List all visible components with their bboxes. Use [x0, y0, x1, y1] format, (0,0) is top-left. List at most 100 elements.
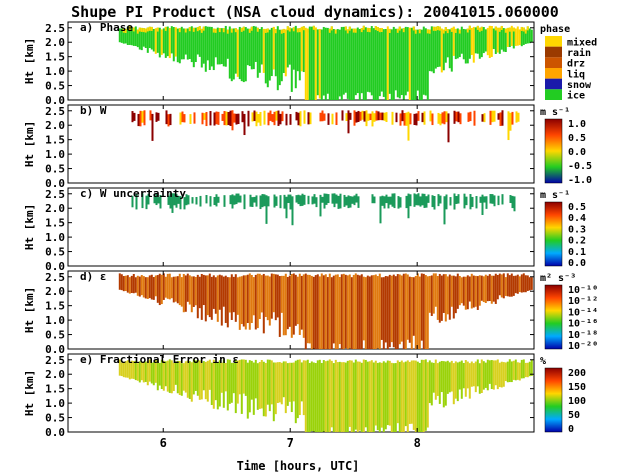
- cloud-column: [437, 194, 440, 207]
- cloud-column: [366, 361, 369, 432]
- cloud-column: [481, 114, 484, 122]
- mixed-phase-top: [518, 29, 521, 34]
- cloud-column: [169, 193, 172, 209]
- cloud-column: [157, 112, 160, 121]
- colorbar-label: 10⁻¹⁰: [568, 285, 598, 296]
- cloud-column: [496, 359, 499, 390]
- cloud-column: [413, 193, 416, 207]
- cloud-column: [424, 28, 427, 96]
- mixed-phase-top: [434, 26, 437, 31]
- colorbar: [544, 367, 563, 433]
- cloud-column: [490, 275, 493, 304]
- cloud-column: [151, 113, 154, 141]
- cloud-column: [279, 113, 282, 125]
- y-tick-label: 2.5: [45, 271, 65, 284]
- y-tick-label: 1.0: [45, 148, 65, 161]
- cloud-column: [288, 362, 291, 402]
- cloud-column: [237, 193, 240, 203]
- cloud-column: [320, 362, 323, 432]
- mixed-phase-top: [318, 28, 321, 33]
- cloud-column: [380, 362, 383, 428]
- cloud-column: [346, 360, 349, 432]
- cloud-column: [494, 26, 497, 54]
- cloud-column: [377, 111, 380, 121]
- cloud-column: [478, 275, 481, 306]
- mixed-phase-top: [388, 28, 391, 33]
- cloud-column: [260, 275, 263, 313]
- cloud-column: [188, 275, 191, 305]
- cloud-column: [428, 29, 431, 72]
- panel-title: a) Phase: [80, 21, 133, 34]
- cloud-column: [469, 194, 472, 210]
- cloud-column: [364, 277, 367, 349]
- cloud-column: [202, 274, 205, 306]
- cloud-column: [480, 275, 483, 301]
- cloud-column: [500, 361, 503, 388]
- cloud-column: [448, 362, 451, 393]
- y-tick-label: 1.5: [45, 383, 65, 396]
- cloud-column: [492, 28, 495, 50]
- cloud-column: [299, 195, 302, 207]
- y-tick-label: 2.0: [45, 202, 65, 215]
- cloud-column: [166, 273, 169, 299]
- cloud-column: [304, 360, 307, 432]
- cloud-column: [368, 361, 371, 432]
- cloud-column: [217, 111, 220, 125]
- cloud-column: [421, 112, 424, 123]
- cloud-column: [370, 360, 373, 432]
- mixed-phase-top: [522, 27, 525, 32]
- cloud-column: [444, 274, 447, 322]
- cloud-column: [324, 361, 327, 432]
- x-tick-label: 7: [287, 436, 294, 450]
- cloud-column: [235, 113, 238, 125]
- x-axis-label: Time [hours, UTC]: [237, 459, 360, 473]
- cloud-column: [510, 25, 513, 46]
- cloud-column: [339, 193, 342, 209]
- cloud-column: [215, 194, 218, 207]
- cloud-column: [430, 362, 433, 406]
- cloud-column: [146, 360, 149, 386]
- cloud-column: [328, 273, 331, 349]
- cloud-column: [425, 196, 428, 208]
- cloud-column: [439, 195, 442, 204]
- cloud-column: [131, 195, 134, 208]
- cloud-column: [307, 112, 310, 125]
- cloud-column: [225, 111, 228, 126]
- mixed-phase-top: [450, 27, 453, 32]
- mixed-phase-top: [286, 26, 289, 31]
- cloud-column: [406, 360, 409, 432]
- colorbar-label: -0.5: [568, 161, 592, 172]
- colorbar-label: 50: [568, 410, 580, 421]
- cloud-column: [154, 275, 157, 297]
- cloud-column: [189, 114, 192, 124]
- cloud-column: [246, 28, 249, 66]
- cloud-column: [438, 26, 441, 67]
- cloud-column: [267, 112, 270, 126]
- mixed-phase-top: [306, 28, 309, 33]
- cloud-column: [160, 359, 163, 389]
- mixed-phase-top: [354, 28, 357, 33]
- cloud-column: [421, 193, 424, 206]
- cloud-column: [302, 360, 305, 416]
- cloud-column: [246, 274, 249, 324]
- cloud-column: [432, 273, 435, 314]
- mixed-phase-top: [468, 25, 471, 30]
- cloud-column: [300, 275, 303, 330]
- colorbar-label: 0.2: [568, 236, 586, 247]
- cloud-column: [266, 275, 269, 321]
- cloud-column: [430, 275, 433, 316]
- cloud-column: [351, 196, 354, 204]
- mixed-phase-top: [378, 28, 381, 33]
- y-tick-label: 0.5: [45, 163, 65, 176]
- colorbar-label: 10⁻¹⁸: [568, 330, 598, 341]
- y-axis-label: Ht [km]: [23, 204, 36, 250]
- cloud-column: [348, 360, 351, 427]
- cloud-column: [310, 26, 313, 100]
- mixed-phase-top: [240, 27, 243, 32]
- cloud-column: [289, 194, 292, 210]
- cloud-column: [524, 362, 527, 378]
- mixed-phase-top: [264, 28, 267, 33]
- cloud-column: [234, 359, 237, 414]
- cloud-column: [233, 113, 236, 123]
